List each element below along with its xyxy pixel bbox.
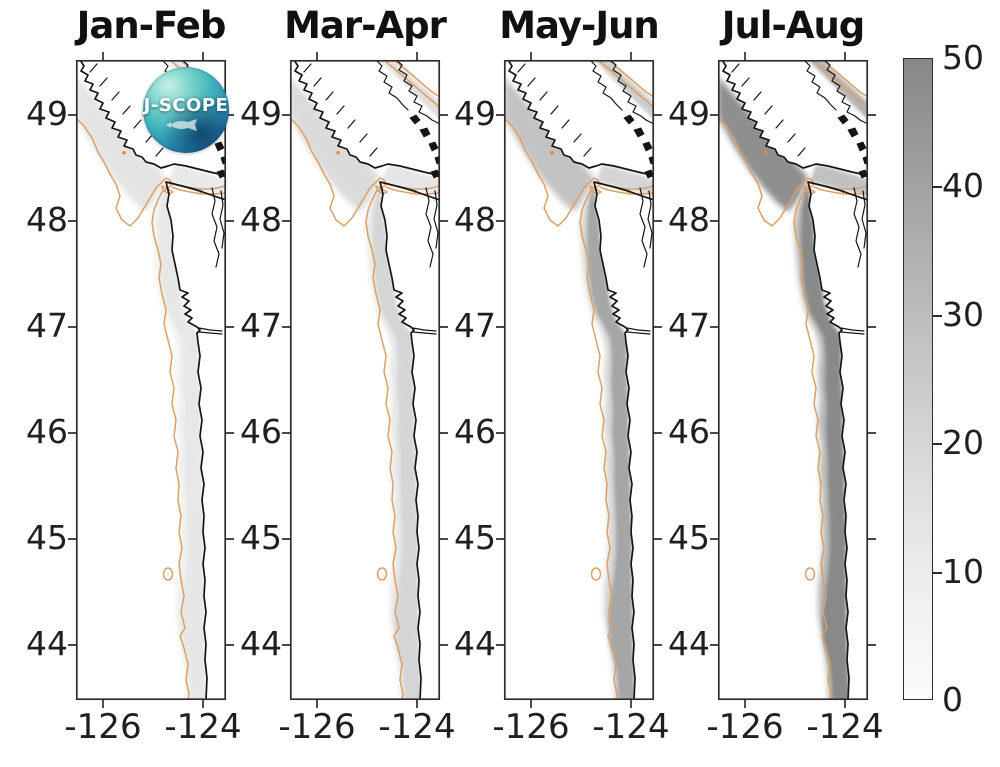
colorbar-tick-label: 50 xyxy=(942,38,984,77)
y-tick-label: 44 xyxy=(240,624,282,663)
panel-frame xyxy=(289,59,441,701)
y-tick-label: 45 xyxy=(454,518,496,557)
bank-contour xyxy=(804,567,816,581)
colorbar-tick xyxy=(933,186,942,188)
map-panel-jul-aug xyxy=(709,51,877,709)
y-tick-label: 49 xyxy=(26,94,68,133)
panel-title-may-jun: May-Jun xyxy=(499,4,660,47)
y-tick-label: 45 xyxy=(26,518,68,557)
y-tick-label: 45 xyxy=(240,518,282,557)
map-mar-apr xyxy=(281,51,449,709)
y-tick-label: 47 xyxy=(668,306,710,345)
y-tick-label: 44 xyxy=(26,624,68,663)
colorbar-tick xyxy=(933,315,942,317)
map-jul-aug xyxy=(709,51,877,709)
y-tick-label: 48 xyxy=(454,200,496,239)
colorbar-tick-label: 0 xyxy=(942,680,963,719)
y-tick-label: 46 xyxy=(668,412,710,451)
x-tick-label: -124 xyxy=(378,707,456,747)
panel-frame xyxy=(75,59,227,701)
bank-contour xyxy=(376,567,388,581)
x-tick-label: -126 xyxy=(278,707,356,747)
bank-contour xyxy=(162,567,174,581)
y-tick-label: 48 xyxy=(26,200,68,239)
panel-frame xyxy=(717,59,869,701)
map-panel-may-jun xyxy=(495,51,663,709)
map-may-jun xyxy=(495,51,663,709)
bank-contour xyxy=(590,567,602,581)
map-panel-mar-apr xyxy=(281,51,449,709)
panel-frame xyxy=(503,59,655,701)
x-tick-label: -124 xyxy=(806,707,884,747)
y-tick-label: 45 xyxy=(668,518,710,557)
colorbar-tick xyxy=(933,572,942,574)
y-tick-label: 48 xyxy=(668,200,710,239)
colorbar-tick-label: 30 xyxy=(942,295,984,334)
map-jan-feb xyxy=(67,51,235,709)
y-tick-label: 44 xyxy=(668,624,710,663)
y-tick-label: 46 xyxy=(240,412,282,451)
y-tick-label: 46 xyxy=(26,412,68,451)
colorbar-tick-label: 20 xyxy=(942,423,984,462)
y-tick-label: 49 xyxy=(240,94,282,133)
y-tick-label: 49 xyxy=(668,94,710,133)
y-tick-label: 46 xyxy=(454,412,496,451)
colorbar-tick-label: 40 xyxy=(942,166,984,205)
colorbar-tick xyxy=(933,443,942,445)
x-tick-label: -126 xyxy=(64,707,142,747)
x-tick-label: -124 xyxy=(164,707,242,747)
colorbar-gradient xyxy=(903,58,933,700)
y-tick-label: 44 xyxy=(454,624,496,663)
x-tick-label: -124 xyxy=(592,707,670,747)
map-panel-jan-feb xyxy=(67,51,235,709)
y-tick-label: 48 xyxy=(240,200,282,239)
colorbar-tick-label: 10 xyxy=(942,552,984,591)
y-tick-label: 47 xyxy=(240,306,282,345)
x-tick-label: -126 xyxy=(706,707,784,747)
panel-title-jul-aug: Jul-Aug xyxy=(721,4,866,47)
fish-icon xyxy=(166,118,197,131)
jscope-logo-text: J-SCOPE xyxy=(143,94,229,116)
x-tick-label: -126 xyxy=(492,707,570,747)
panel-title-mar-apr: Mar-Apr xyxy=(284,4,447,47)
jscope-logo: J-SCOPE xyxy=(143,67,229,153)
y-tick-label: 49 xyxy=(454,94,496,133)
panel-title-jan-feb: Jan-Feb xyxy=(76,4,227,47)
y-tick-label: 47 xyxy=(26,306,68,345)
y-tick-label: 47 xyxy=(454,306,496,345)
